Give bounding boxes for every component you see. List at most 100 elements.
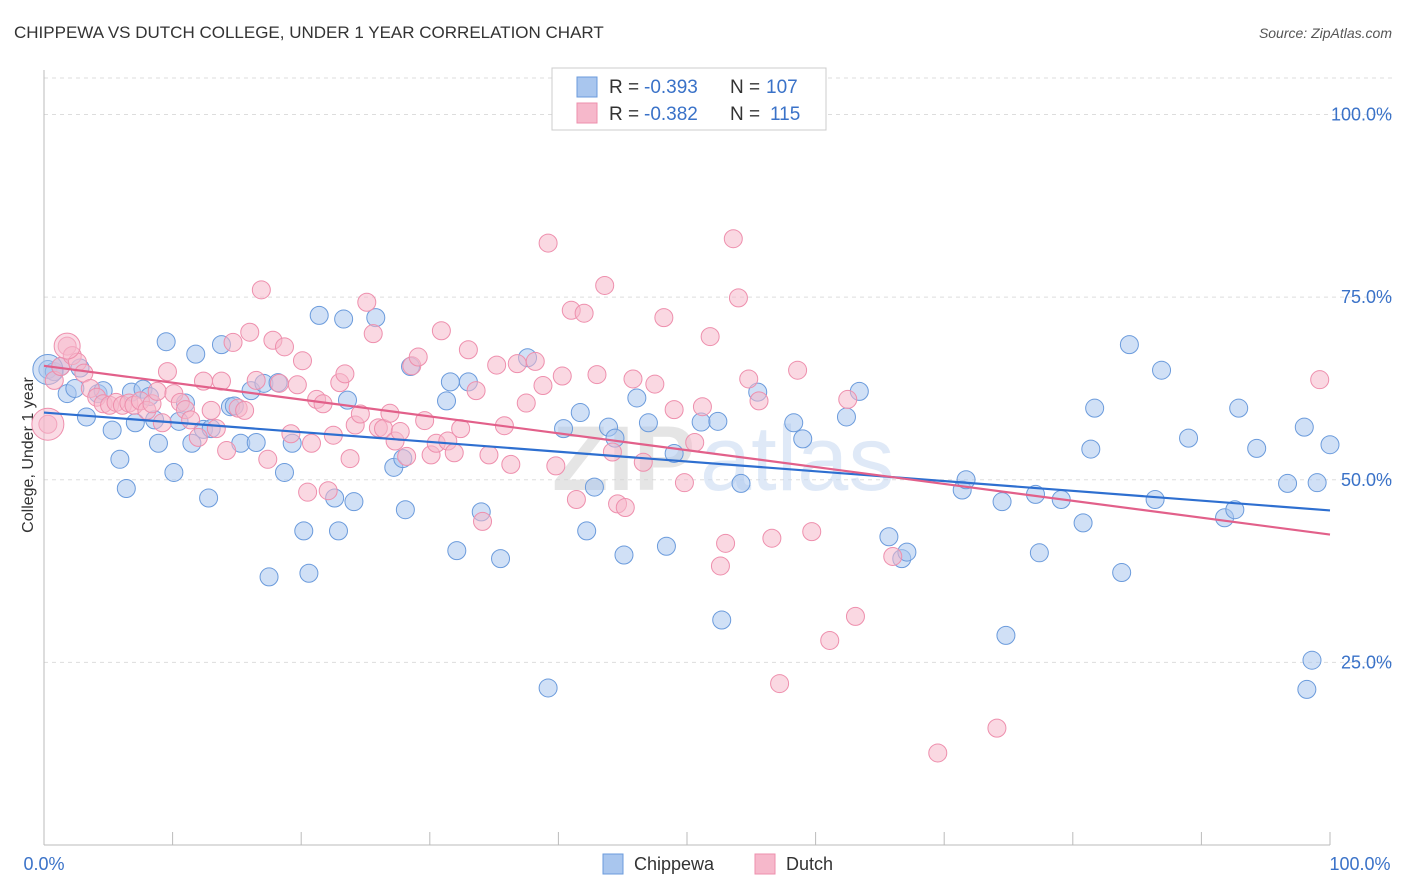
dutch-point: [516, 393, 536, 413]
dutch-point: [674, 473, 694, 493]
dutch-point: [716, 533, 736, 553]
chippewa-point: [1278, 473, 1298, 493]
legend-r-label-2: R =: [609, 104, 639, 125]
chippewa-point: [259, 567, 279, 587]
dutch-point: [654, 308, 674, 328]
chippewa-trend-line: [43, 411, 1331, 512]
dutch-point: [318, 481, 338, 501]
dutch-point: [538, 233, 558, 253]
legend-swatch-chippewa: [576, 76, 598, 98]
chippewa-point: [334, 309, 354, 329]
bottom-legend-swatch-chippewa: [602, 853, 624, 875]
dutch-point: [206, 419, 226, 439]
chippewa-point: [491, 549, 511, 569]
legend-n-label-1: N =: [730, 77, 760, 98]
dutch-point: [258, 449, 278, 469]
legend-n-value-2: 115: [770, 104, 800, 125]
chippewa-point: [1179, 428, 1199, 448]
chippewa-point: [1247, 438, 1267, 458]
chippewa-point: [110, 449, 130, 469]
chippewa-point: [956, 470, 976, 490]
dutch-point: [350, 404, 370, 424]
dutch-point: [181, 410, 201, 430]
dutch-point: [188, 427, 208, 447]
chippewa-point: [1085, 398, 1105, 418]
chippewa-point: [627, 388, 647, 408]
dutch-point: [240, 322, 260, 342]
dutch-point: [298, 482, 318, 502]
chippewa-point: [1294, 417, 1314, 437]
chippewa-point: [344, 492, 364, 512]
dutch-point: [633, 452, 653, 472]
dutch-point: [623, 369, 643, 389]
legend-r-value-1: -0.393: [644, 77, 698, 98]
chippewa-point: [116, 479, 136, 499]
chippewa-point: [1320, 435, 1340, 455]
x-tick-label-max: 100.0%: [1329, 854, 1390, 874]
dutch-point: [147, 381, 167, 401]
dutch-point: [444, 443, 464, 463]
chippewa-point: [992, 492, 1012, 512]
chippewa-point: [1297, 679, 1317, 699]
dutch-point: [217, 441, 237, 461]
chippewa-point: [708, 411, 728, 431]
legend: R = -0.393 N = 107 R = -0.382 N = 115: [551, 67, 827, 131]
dutch-point: [274, 337, 294, 357]
dutch-point: [408, 347, 428, 367]
dutch-point: [928, 743, 948, 763]
dutch-point: [587, 365, 607, 385]
dutch-point: [301, 433, 321, 453]
dutch-point: [397, 446, 417, 466]
chippewa-point: [447, 541, 467, 561]
legend-r-label-1: R =: [609, 77, 639, 98]
y-tick-label: 75.0%: [1341, 287, 1392, 307]
chippewa-point: [328, 521, 348, 541]
chippewa-point: [1073, 513, 1093, 533]
chippewa-point: [1119, 335, 1139, 355]
series-dutch-points: [31, 229, 1330, 763]
dutch-point: [431, 321, 451, 341]
chippewa-point: [879, 527, 899, 547]
dutch-point: [820, 630, 840, 650]
dutch-point: [235, 400, 255, 420]
dutch-point: [685, 433, 705, 453]
y-tick-label: 50.0%: [1341, 470, 1392, 490]
chippewa-point: [164, 462, 184, 482]
chippewa-point: [614, 545, 634, 565]
chippewa-point: [199, 488, 219, 508]
chippewa-point: [309, 305, 329, 325]
dutch-point: [390, 422, 410, 442]
dutch-point: [739, 369, 759, 389]
chippewa-point: [246, 433, 266, 453]
dutch-point: [292, 351, 312, 371]
chippewa-point: [996, 625, 1016, 645]
legend-r-value-2: -0.382: [644, 104, 698, 125]
chippewa-point: [1152, 360, 1172, 380]
dutch-point: [473, 511, 493, 531]
dutch-point: [479, 445, 499, 465]
dutch-point: [246, 370, 266, 390]
dutch-point: [201, 400, 221, 420]
dutch-point: [501, 454, 521, 474]
chippewa-point: [102, 420, 122, 440]
x-axis-ticks: [43, 832, 1331, 845]
bottom-legend-label-dutch: Dutch: [786, 854, 833, 874]
chippewa-point: [570, 403, 590, 423]
chippewa-point: [1029, 543, 1049, 563]
dutch-point: [987, 718, 1007, 738]
legend-n-value-1: 107: [766, 77, 798, 98]
chart-source: Source: ZipAtlas.com: [1259, 25, 1392, 41]
dutch-point: [700, 327, 720, 347]
dutch-point-large: [31, 407, 65, 441]
chippewa-point: [836, 407, 856, 427]
legend-swatch-dutch: [576, 102, 598, 124]
chippewa-point: [712, 610, 732, 630]
chippewa-point: [577, 521, 597, 541]
chippewa-point: [1112, 563, 1132, 583]
chippewa-point: [1307, 473, 1327, 493]
chippewa-point: [1081, 439, 1101, 459]
dutch-point: [546, 456, 566, 476]
chippewa-point: [1145, 489, 1165, 509]
chippewa-point: [148, 433, 168, 453]
